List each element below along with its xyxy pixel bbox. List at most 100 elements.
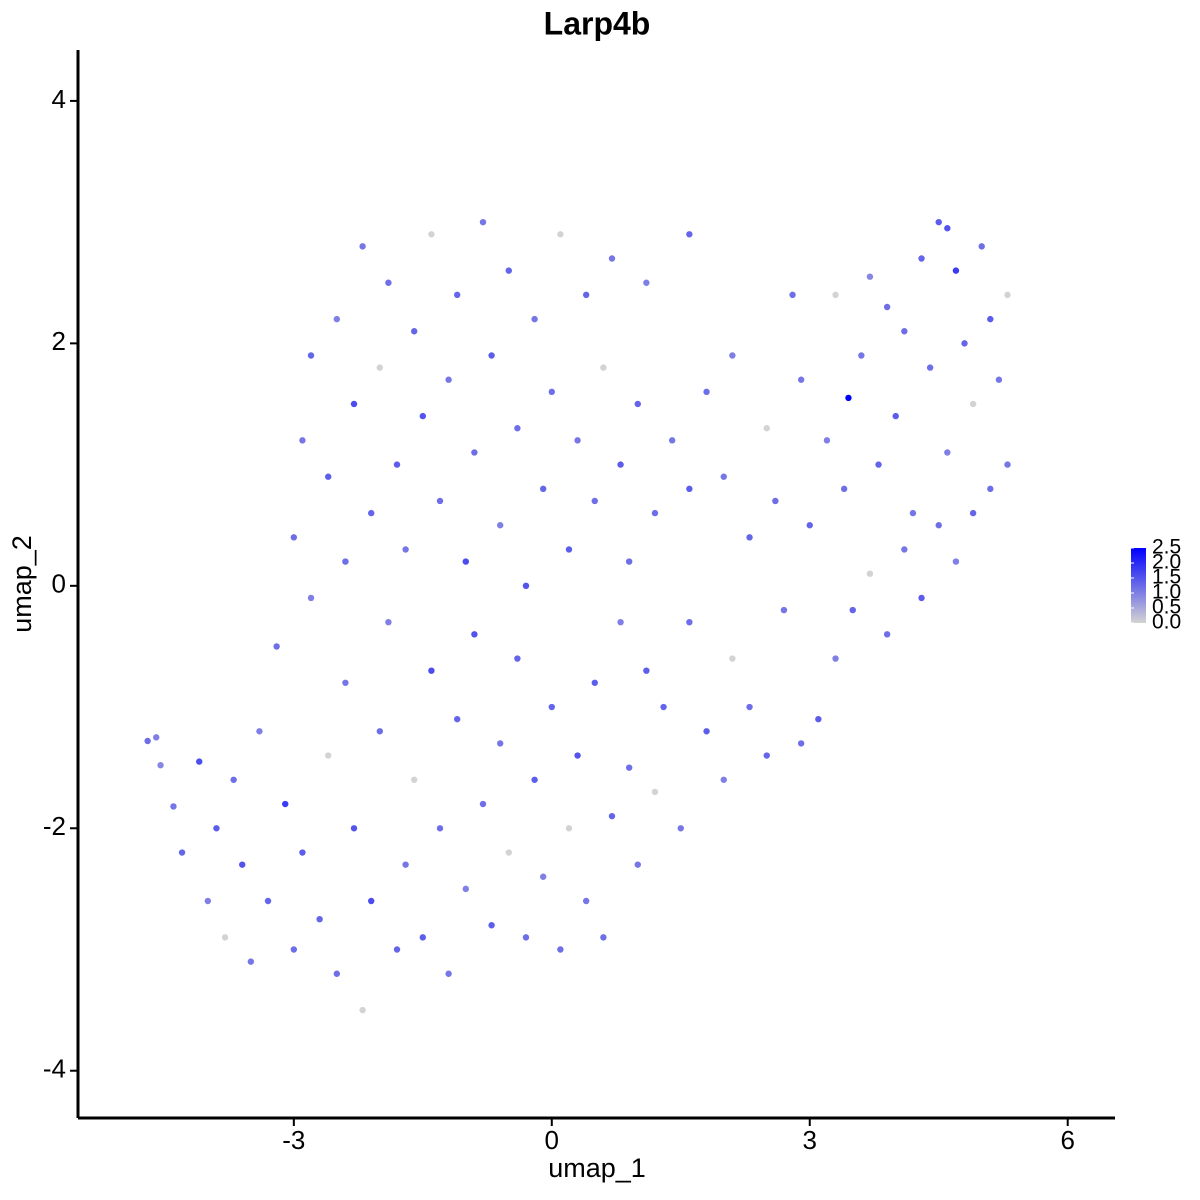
- point: [428, 231, 435, 238]
- point: [643, 667, 650, 674]
- point: [591, 497, 598, 505]
- point: [729, 352, 736, 359]
- point: [325, 752, 332, 759]
- point: [935, 218, 942, 226]
- point: [531, 315, 538, 323]
- point: [892, 412, 899, 420]
- point: [995, 376, 1003, 383]
- point: [153, 734, 160, 741]
- point: [342, 558, 349, 565]
- point: [582, 897, 590, 905]
- point: [299, 849, 306, 856]
- chart-title: Larp4b: [544, 5, 651, 41]
- point: [454, 291, 461, 299]
- point: [806, 522, 813, 529]
- point: [531, 776, 538, 783]
- point: [419, 934, 427, 941]
- point: [668, 437, 676, 444]
- x-axis-label: umap_1: [548, 1153, 646, 1183]
- point: [651, 509, 659, 517]
- point: [290, 946, 298, 953]
- point: [582, 291, 590, 299]
- point: [780, 606, 788, 614]
- point: [797, 740, 805, 747]
- point: [746, 534, 753, 541]
- point: [720, 776, 727, 783]
- point: [944, 449, 951, 456]
- point: [978, 243, 985, 250]
- point: [256, 728, 263, 735]
- point: [479, 800, 487, 808]
- point: [969, 509, 977, 517]
- point: [703, 388, 710, 396]
- point: [574, 752, 581, 759]
- point: [565, 825, 573, 832]
- point: [368, 509, 375, 517]
- point: [385, 279, 392, 286]
- point: [514, 655, 521, 662]
- point: [1004, 291, 1011, 299]
- point: [987, 315, 994, 323]
- point: [471, 449, 478, 456]
- point: [221, 934, 229, 941]
- point: [1004, 461, 1011, 468]
- point: [840, 485, 848, 493]
- x-tick-label: 3: [803, 1125, 817, 1155]
- point: [488, 922, 495, 929]
- point: [264, 897, 272, 905]
- point: [402, 546, 409, 553]
- point: [952, 558, 960, 565]
- point: [539, 873, 547, 880]
- point: [617, 461, 624, 468]
- point: [350, 400, 358, 408]
- point: [909, 509, 917, 517]
- point: [419, 412, 427, 420]
- point: [686, 618, 693, 626]
- point: [436, 497, 444, 505]
- point: [677, 825, 684, 832]
- point: [157, 762, 164, 769]
- point: [273, 643, 280, 650]
- point: [763, 752, 770, 759]
- point: [462, 885, 470, 893]
- point: [307, 594, 315, 602]
- point: [350, 825, 358, 832]
- point: [445, 376, 452, 383]
- colorbar-tick-label: 0.0: [1152, 611, 1181, 634]
- point: [548, 703, 555, 711]
- point: [368, 897, 375, 905]
- point: [342, 679, 349, 686]
- point: [496, 740, 504, 747]
- point: [935, 522, 942, 529]
- point: [660, 703, 667, 711]
- x-tick-label: -3: [282, 1125, 305, 1155]
- point: [557, 231, 564, 238]
- point: [944, 225, 951, 232]
- point: [866, 273, 874, 280]
- point: [376, 728, 384, 735]
- point: [316, 915, 323, 923]
- point: [634, 400, 641, 408]
- point: [600, 364, 607, 371]
- x-tick-label: 0: [545, 1125, 559, 1155]
- point: [729, 655, 736, 662]
- point: [170, 803, 177, 810]
- point: [488, 352, 495, 359]
- point: [471, 631, 478, 638]
- point: [393, 461, 401, 468]
- point: [411, 776, 418, 783]
- point: [789, 291, 796, 299]
- colorbar-tick-label: 0.5: [1152, 596, 1181, 619]
- y-tick-label: -4: [43, 1054, 66, 1084]
- colorbar-tick-label: 1.0: [1152, 581, 1181, 604]
- point: [230, 776, 237, 783]
- point: [196, 758, 203, 765]
- point: [686, 485, 693, 493]
- point: [634, 861, 641, 868]
- point: [625, 558, 633, 565]
- point: [445, 970, 452, 977]
- point: [617, 618, 624, 626]
- point: [539, 485, 547, 493]
- y-axis-label: umap_2: [7, 535, 37, 633]
